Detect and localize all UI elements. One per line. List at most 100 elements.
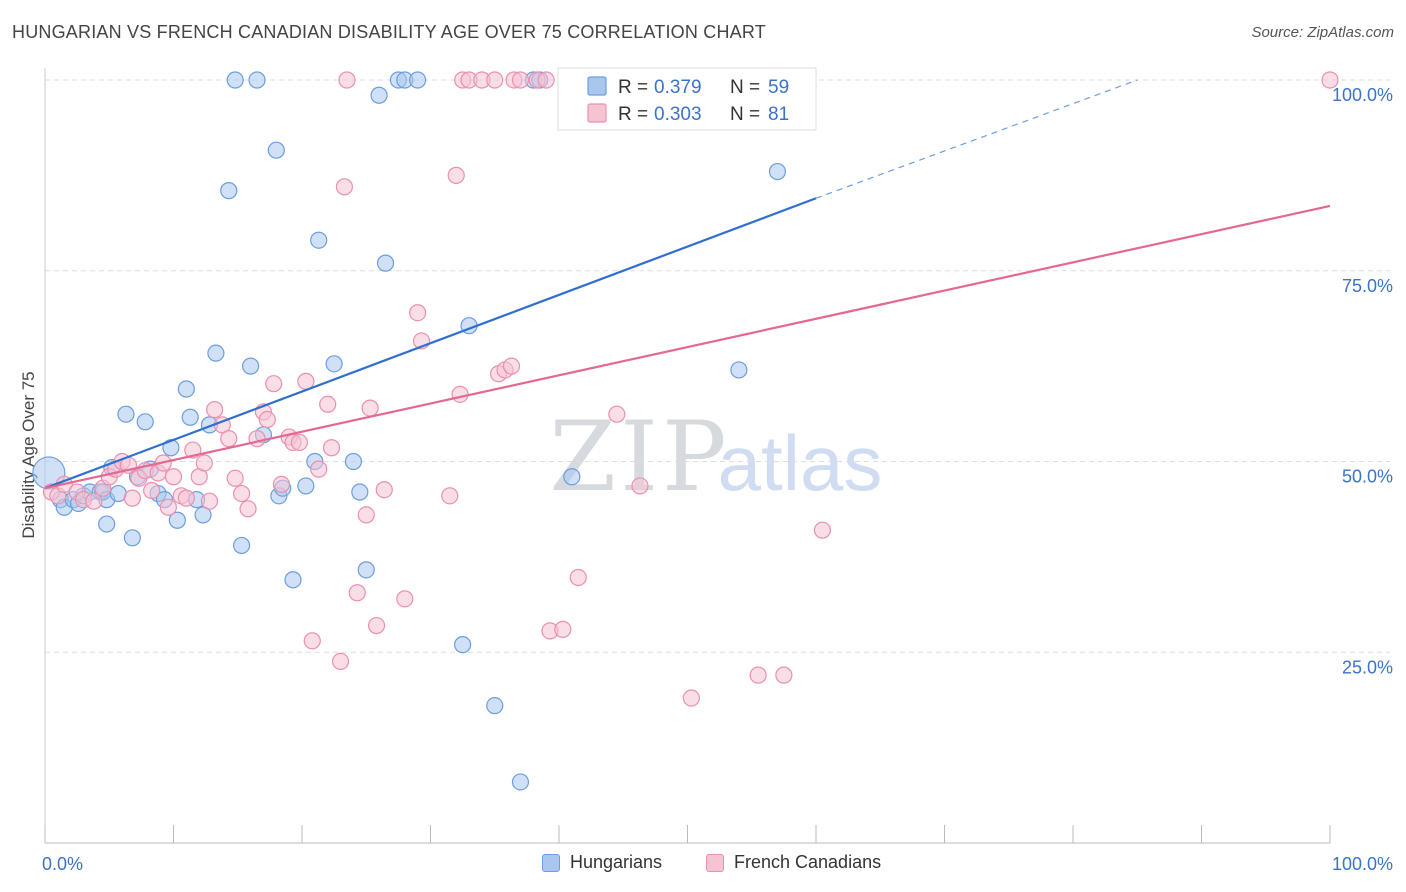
point-hungarian [409, 71, 427, 89]
stats-r-label: R = [618, 77, 648, 98]
point-french-canadian [200, 492, 219, 510]
point-french-canadian [357, 506, 375, 524]
point-french-canadian [608, 405, 626, 423]
trendline-hungarians [44, 197, 817, 490]
y-tick-label: 100.0% [1332, 85, 1393, 105]
stats-n-label: N = [730, 104, 760, 125]
point-hungarian [376, 254, 395, 272]
point-french-canadian [310, 460, 328, 478]
watermark-atlas: atlas [718, 419, 883, 507]
stats-n-value: 81 [768, 104, 789, 125]
point-french-canadian [486, 71, 504, 89]
bottom-legend: Hungarians French Canadians [0, 852, 1406, 878]
point-french-canadian [123, 489, 141, 507]
point-hungarian [511, 773, 530, 791]
point-french-canadian [348, 584, 366, 602]
point-hungarian [207, 344, 225, 362]
point-hungarian [136, 413, 154, 431]
point-hungarian [267, 141, 285, 159]
point-french-canadian [248, 430, 266, 448]
point-french-canadian [447, 166, 465, 184]
point-french-canadian [537, 71, 555, 89]
point-french-canadian [511, 71, 530, 89]
point-hungarian [117, 405, 135, 423]
point-french-canadian [258, 410, 276, 429]
legend-swatch-blue [542, 853, 560, 872]
point-french-canadian [220, 430, 238, 448]
x-tick-label-min: 0.0% [42, 854, 83, 874]
point-hungarian [563, 468, 581, 486]
point-french-canadian [272, 475, 291, 493]
point-french-canadian [335, 178, 354, 196]
point-french-canadian [775, 666, 793, 684]
point-hungarian [310, 231, 328, 249]
point-hungarian [344, 452, 362, 471]
stats-n-label: N = [730, 77, 760, 98]
point-hungarian [233, 536, 251, 555]
legend-swatch-pink [706, 853, 724, 872]
point-hungarian [357, 561, 375, 579]
point-french-canadian [290, 433, 309, 452]
watermark-zip: ZIP [549, 401, 730, 513]
point-hungarian [730, 361, 748, 379]
point-french-canadian [164, 468, 183, 486]
point-hungarian [768, 162, 787, 181]
legend-label-hungarians: Hungarians [570, 852, 663, 872]
point-french-canadian [375, 481, 393, 499]
point-french-canadian [303, 632, 321, 650]
point-french-canadian [319, 395, 337, 413]
point-french-canadian [233, 484, 251, 503]
legend-label-french-canadians: French Canadians [734, 852, 882, 872]
point-hungarian [98, 515, 116, 533]
point-french-canadian [749, 666, 767, 684]
point-french-canadian [631, 477, 649, 495]
point-french-canadian [502, 357, 521, 375]
point-hungarian [248, 71, 266, 89]
point-hungarian [226, 71, 244, 89]
point-hungarian [220, 182, 238, 200]
point-hungarian [123, 529, 141, 547]
point-french-canadian [195, 454, 213, 472]
point-french-canadian [338, 71, 356, 89]
point-french-canadian [159, 498, 177, 516]
source-label: Source: ZipAtlas.com [1251, 24, 1394, 41]
point-french-canadian [451, 385, 469, 403]
point-french-canadian [554, 620, 572, 638]
stats-legend-swatch [587, 76, 607, 96]
point-french-canadian [206, 401, 224, 419]
point-french-canadian [569, 568, 587, 587]
point-hungarian [177, 380, 195, 398]
point-hungarian [486, 697, 504, 715]
point-french-canadian [813, 521, 832, 539]
legend-item-hungarians[interactable]: Hungarians [542, 852, 662, 873]
y-tick-label: 50.0% [1342, 467, 1393, 487]
stats-legend-swatch [587, 103, 607, 123]
point-hungarian [284, 571, 302, 589]
point-hungarian [242, 357, 260, 375]
point-french-canadian [409, 304, 427, 322]
point-hungarian [351, 483, 369, 501]
point-french-canadian [143, 481, 161, 500]
point-hungarian [454, 636, 472, 654]
point-hungarian [370, 86, 388, 104]
point-french-canadian [361, 399, 379, 417]
point-french-canadian [1321, 71, 1339, 89]
point-hungarian [194, 506, 212, 524]
y-tick-label: 75.0% [1342, 276, 1393, 296]
point-french-canadian [322, 439, 341, 457]
point-hungarian [297, 477, 315, 495]
point-hungarian [181, 408, 199, 426]
point-french-canadian [177, 489, 195, 507]
point-french-canadian [331, 652, 350, 671]
point-french-canadian [226, 469, 244, 487]
point-french-canadian [367, 616, 386, 635]
trendline-french-canadians [44, 204, 1331, 490]
stats-r-value: 0.379 [654, 77, 702, 98]
stats-r-label: R = [618, 104, 648, 125]
chart-title: HUNGARIAN VS FRENCH CANADIAN DISABILITY … [12, 22, 766, 42]
point-hungarian [325, 355, 343, 373]
point-french-canadian [239, 500, 257, 518]
stats-r-value: 0.303 [654, 104, 702, 125]
legend-item-french-canadians[interactable]: French Canadians [706, 852, 881, 873]
